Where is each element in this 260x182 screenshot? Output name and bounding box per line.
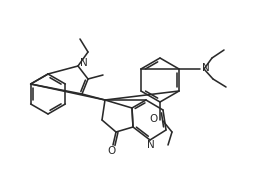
Text: O: O <box>107 146 115 156</box>
Text: N: N <box>80 58 88 68</box>
Text: N: N <box>202 63 210 73</box>
Text: N: N <box>147 140 155 150</box>
Text: O: O <box>149 114 157 124</box>
